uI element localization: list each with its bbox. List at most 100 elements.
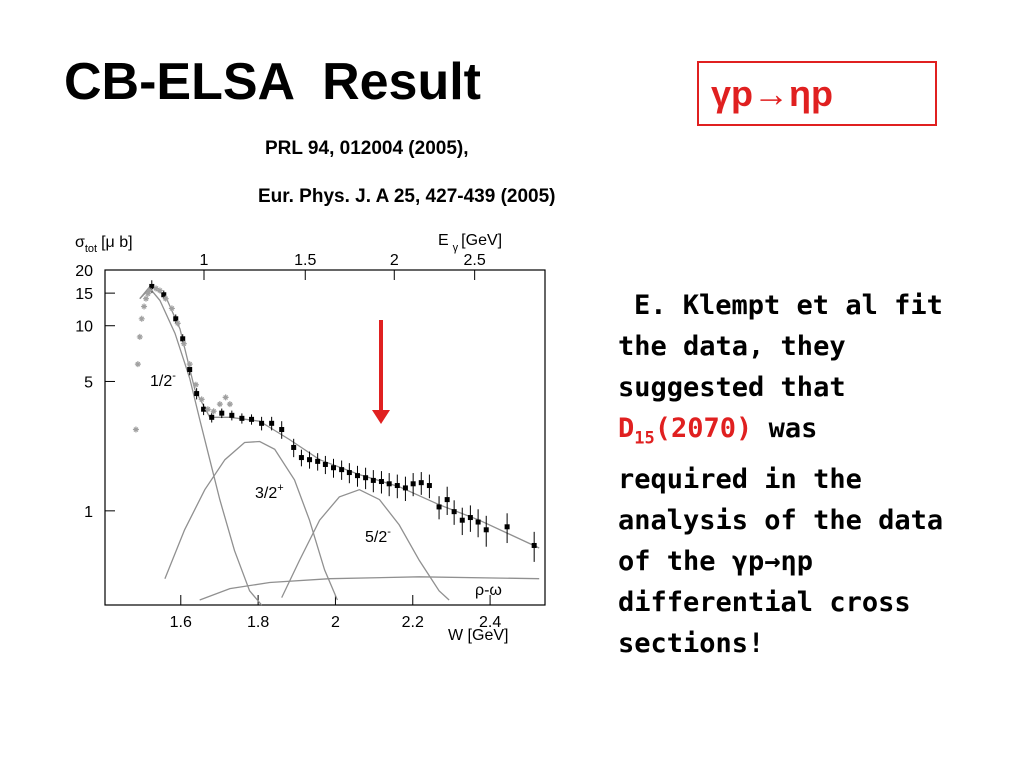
reference: Eur. Phys. J. A 25, 427-439 (2005) — [258, 186, 556, 207]
y-tick-label: 20 — [75, 263, 93, 280]
subscript: tot — [85, 243, 97, 255]
data-point — [307, 457, 313, 463]
data-point — [451, 509, 457, 515]
data-point — [475, 519, 481, 525]
x-tick-label: 1.8 — [247, 614, 269, 631]
data-point — [346, 470, 352, 476]
data-point — [173, 316, 179, 322]
curve-label: 3/2+ — [255, 482, 284, 502]
superscript: - — [172, 370, 176, 382]
x-axis-label: W [GeV] — [448, 627, 508, 644]
reaction-box: γp→ηp — [697, 61, 937, 126]
data-point — [216, 401, 223, 408]
y-axis-label: σtot [μ b] — [75, 234, 133, 255]
data-point — [394, 483, 400, 489]
y-tick-label: 15 — [75, 286, 93, 303]
data-point — [436, 504, 442, 510]
data-point — [226, 401, 233, 408]
data-point — [504, 524, 510, 530]
text: was required in the analysis of the data… — [618, 413, 944, 660]
superscript: + — [277, 482, 283, 494]
data-point — [322, 461, 328, 467]
data-point — [141, 303, 148, 310]
data-point — [168, 305, 175, 312]
data-point — [142, 295, 149, 302]
fit-curve — [199, 576, 540, 601]
data-point — [153, 285, 160, 292]
data-point — [467, 515, 473, 521]
data-point — [204, 406, 211, 413]
reaction: γp→ηp — [711, 73, 833, 114]
data-point — [370, 477, 376, 483]
data-point — [194, 391, 200, 397]
body-text: E. Klempt et al fit the data, they sugge… — [618, 285, 963, 664]
data-point — [149, 283, 155, 289]
data-point — [259, 420, 265, 426]
data-point — [402, 485, 408, 491]
data-point — [239, 415, 245, 421]
data-point — [210, 408, 217, 415]
data-point — [136, 333, 143, 340]
text: E — [438, 232, 449, 249]
data-point — [222, 394, 229, 401]
curve-label: 5/2- — [365, 526, 391, 546]
data-point — [315, 458, 321, 464]
y-tick-label: 1 — [84, 504, 93, 521]
x2-tick-label: 2 — [390, 252, 399, 269]
x2-tick-label: 1 — [200, 252, 209, 269]
data-point — [444, 497, 450, 503]
x-tick-label: 2.4 — [479, 614, 501, 631]
data-point — [180, 340, 187, 347]
x-tick-label: 2 — [331, 614, 340, 631]
data-point — [269, 420, 275, 426]
y-tick-label: 5 — [84, 374, 93, 391]
text: D — [618, 413, 635, 444]
text: (2070) — [654, 413, 753, 444]
data-point — [386, 481, 392, 487]
data-point — [418, 480, 424, 486]
text: ρ-ω — [475, 582, 502, 599]
data-point — [132, 426, 139, 433]
data-point — [180, 336, 186, 342]
curve-label: 1/2- — [150, 370, 176, 390]
data-point — [198, 396, 205, 403]
slide-title: CB-ELSA Result — [64, 53, 481, 111]
curve-label: ρ-ω — [475, 582, 502, 599]
data-point — [156, 287, 163, 294]
data-point — [298, 455, 304, 461]
data-point — [410, 481, 416, 487]
x2-tick-label: 2.5 — [464, 252, 486, 269]
data-point — [138, 315, 145, 322]
data-point — [354, 473, 360, 479]
data-point — [187, 367, 193, 373]
data-point — [174, 320, 181, 327]
text: 1/2 — [150, 373, 172, 390]
text: 5/2 — [365, 529, 387, 546]
x2-tick-label: 1.5 — [294, 252, 316, 269]
plot-frame — [104, 269, 546, 606]
data-point — [459, 517, 465, 523]
data-point — [162, 295, 169, 302]
data-point — [249, 416, 255, 422]
data-point — [331, 465, 337, 471]
reference: PRL 94, 012004 (2005), — [265, 138, 469, 159]
text: E. Klempt et al fit the data, they sugge… — [618, 290, 943, 403]
data-point — [192, 381, 199, 388]
data-point — [378, 479, 384, 485]
data-point — [363, 475, 369, 481]
data-point — [209, 414, 215, 420]
data-point — [186, 361, 193, 368]
data-point — [144, 290, 151, 297]
subscript: γ — [453, 242, 459, 254]
unit: [μ b] — [101, 234, 132, 251]
x-tick-label: 2.2 — [402, 614, 424, 631]
text: σ — [75, 234, 85, 251]
data-point — [219, 410, 225, 416]
data-point — [279, 427, 285, 433]
superscript: - — [387, 526, 391, 538]
data-point — [201, 406, 207, 412]
highlight: D15(2070) — [618, 413, 753, 448]
